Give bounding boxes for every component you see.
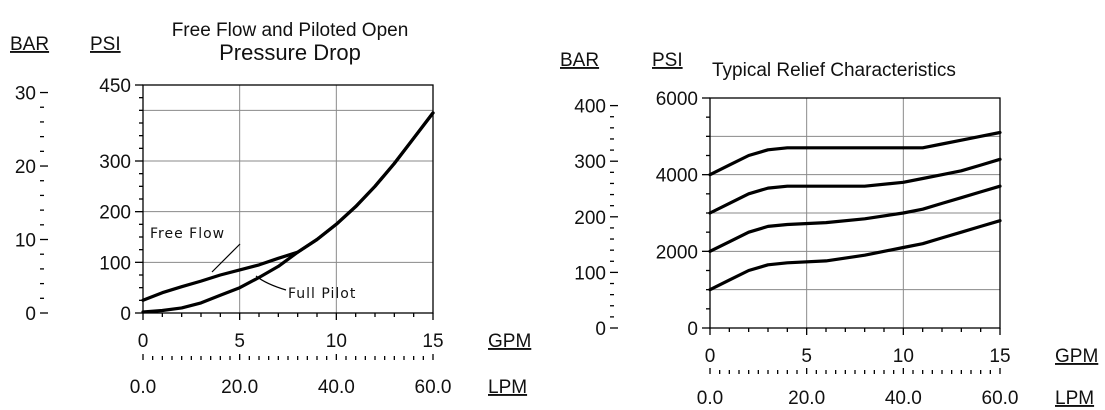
psi-tick-label: 6000 bbox=[656, 89, 698, 110]
lpm-tick-label: 20.0 bbox=[221, 377, 258, 398]
bar-unit-label: BAR bbox=[10, 34, 49, 55]
psi-tick-label: 4000 bbox=[656, 166, 698, 187]
lpm-tick-label: 60.0 bbox=[415, 377, 452, 398]
gpm-tick-label: 15 bbox=[989, 346, 1010, 367]
psi-unit-label: PSI bbox=[652, 50, 683, 71]
gpm-tick-label: 10 bbox=[893, 346, 914, 367]
psi-tick-label: 100 bbox=[99, 253, 131, 274]
gpm-unit-label: GPM bbox=[488, 331, 531, 352]
chart-title: Free Flow and Piloted Open bbox=[172, 20, 409, 41]
series-line-1 bbox=[708, 219, 1002, 292]
series-line-3 bbox=[708, 157, 1002, 215]
full-pilot-annotation: Full Pilot bbox=[288, 286, 356, 302]
gpm-unit-label: GPM bbox=[1055, 346, 1098, 367]
gpm-tick-label: 0 bbox=[705, 346, 716, 367]
grid-lines bbox=[710, 98, 1000, 328]
chart-subtitle: Pressure Drop bbox=[219, 40, 361, 65]
bar-tick-label: 10 bbox=[15, 231, 36, 252]
bar-tick-label: 200 bbox=[574, 208, 606, 229]
full-pilot-leader bbox=[255, 275, 287, 291]
gpm-tick-label: 5 bbox=[234, 331, 245, 352]
psi-tick-label: 2000 bbox=[656, 242, 698, 263]
lpm-tick-label: 60.0 bbox=[982, 388, 1019, 409]
lpm-tick-label: 40.0 bbox=[885, 388, 922, 409]
series-line-2 bbox=[708, 184, 1002, 253]
gpm-tick-label: 5 bbox=[801, 346, 812, 367]
lpm-tick-label: 20.0 bbox=[788, 388, 825, 409]
free-flow-leader bbox=[211, 243, 241, 273]
psi-tick-label: 200 bbox=[99, 203, 131, 224]
minor-ticks bbox=[40, 84, 434, 360]
psi-tick-label: 0 bbox=[120, 304, 131, 325]
bar-tick-label: 100 bbox=[574, 263, 606, 284]
bar-tick-label: 0 bbox=[595, 319, 606, 340]
curves bbox=[141, 111, 435, 314]
free-flow-annotation: Free Flow bbox=[150, 226, 225, 242]
bar-tick-label: 20 bbox=[15, 157, 36, 178]
bar-tick-label: 300 bbox=[574, 152, 606, 173]
grid-lines bbox=[143, 85, 433, 313]
psi-tick-label: 450 bbox=[99, 76, 131, 97]
gpm-tick-label: 10 bbox=[326, 331, 347, 352]
series-line-2 bbox=[141, 111, 435, 314]
gpm-tick-label: 0 bbox=[138, 331, 149, 352]
bar-unit-label: BAR bbox=[560, 50, 599, 71]
curves bbox=[708, 130, 1002, 292]
chart-title: Typical Relief Characteristics bbox=[712, 60, 956, 81]
lpm-unit-label: LPM bbox=[488, 377, 527, 398]
lpm-tick-label: 0.0 bbox=[130, 377, 156, 398]
bar-tick-label: 400 bbox=[574, 97, 606, 118]
lpm-unit-label: LPM bbox=[1055, 388, 1094, 409]
plot-frame bbox=[142, 84, 434, 314]
bar-tick-label: 30 bbox=[15, 84, 36, 105]
lpm-tick-label: 40.0 bbox=[318, 377, 355, 398]
series-line-4 bbox=[708, 130, 1002, 177]
psi-tick-label: 0 bbox=[687, 319, 698, 340]
psi-unit-label: PSI bbox=[90, 34, 121, 55]
series-line-1 bbox=[141, 111, 435, 302]
gpm-tick-label: 15 bbox=[422, 331, 443, 352]
lpm-tick-label: 0.0 bbox=[697, 388, 723, 409]
bar-tick-label: 0 bbox=[25, 304, 36, 325]
psi-tick-label: 300 bbox=[99, 152, 131, 173]
minor-ticks bbox=[610, 97, 1001, 374]
